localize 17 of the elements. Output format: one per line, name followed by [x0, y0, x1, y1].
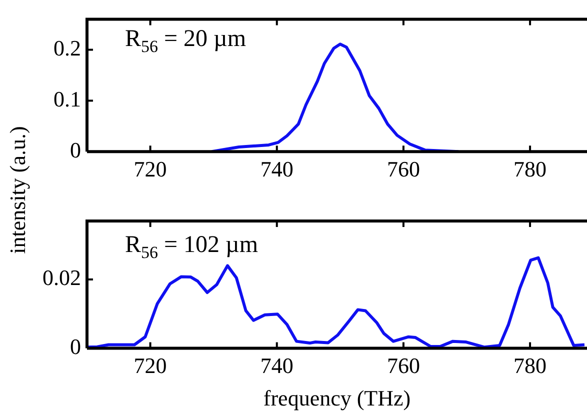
- x-tick-label: 740: [260, 353, 294, 378]
- x-tick-label: 740: [260, 156, 294, 182]
- x-tick-label: 720: [134, 353, 167, 378]
- x-tick-label: 720: [134, 156, 167, 182]
- x-tick-label: 780: [514, 353, 547, 378]
- x-tick-label: 780: [514, 156, 547, 182]
- y-tick-label: 0.02: [42, 265, 81, 290]
- annotation: R$_{56}$ = 20 µm: [125, 26, 246, 57]
- annotation: R$_{56}$ = 102 µm: [125, 232, 258, 263]
- y-tick-label: 0: [70, 137, 81, 162]
- x-axis-title: frequency (THz): [263, 386, 411, 411]
- y-axis-title: intensity (a.u.): [4, 126, 31, 254]
- y-tick-label: 0: [70, 334, 81, 359]
- y-tick-label: 0.2: [54, 36, 81, 61]
- x-tick-label: 760: [386, 156, 420, 182]
- x-tick-label: 760: [386, 353, 420, 378]
- y-tick-label: 0.1: [54, 86, 81, 112]
